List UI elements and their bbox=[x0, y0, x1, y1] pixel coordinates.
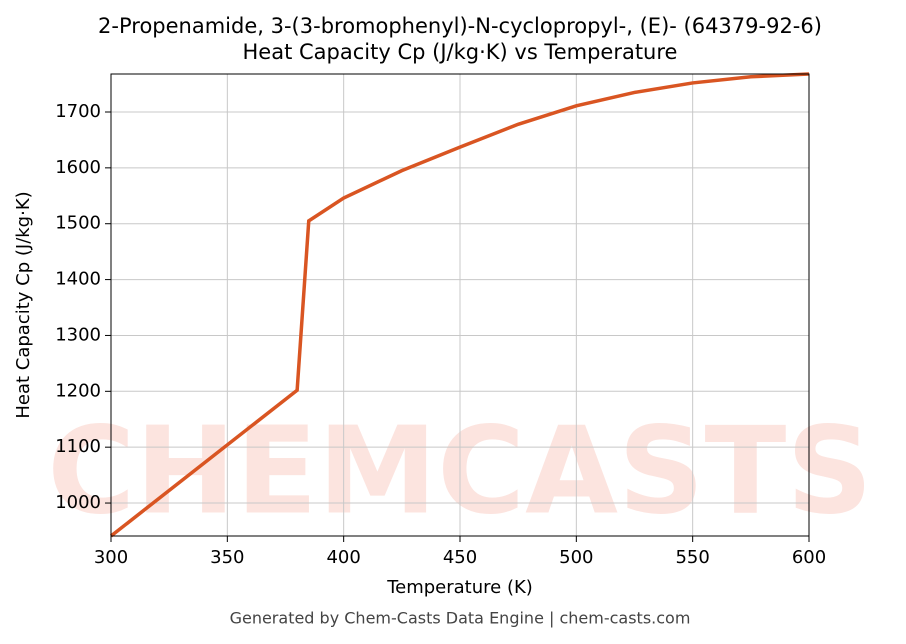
y-tick-label: 1000 bbox=[55, 492, 101, 513]
y-tick-label: 1400 bbox=[55, 269, 101, 290]
x-axis-label: Temperature (K) bbox=[386, 577, 533, 598]
x-tick-label: 500 bbox=[559, 547, 593, 568]
x-tick-label: 450 bbox=[443, 547, 477, 568]
y-tick-label: 1100 bbox=[55, 436, 101, 457]
chart-subtitle: Heat Capacity Cp (J/kg·K) vs Temperature bbox=[243, 40, 678, 64]
chart-title: 2-Propenamide, 3-(3-bromophenyl)-N-cyclo… bbox=[98, 14, 822, 38]
x-tick-label: 550 bbox=[675, 547, 709, 568]
x-tick-label: 350 bbox=[210, 547, 244, 568]
y-axis-label: Heat Capacity Cp (J/kg·K) bbox=[13, 191, 34, 418]
y-tick-label: 1200 bbox=[55, 380, 101, 401]
x-tick-label: 600 bbox=[792, 547, 826, 568]
y-tick-label: 1700 bbox=[55, 101, 101, 122]
y-tick-label: 1600 bbox=[55, 157, 101, 178]
y-tick-label: 1300 bbox=[55, 324, 101, 345]
x-tick-label: 300 bbox=[94, 547, 128, 568]
x-tick-label: 400 bbox=[326, 547, 360, 568]
plot-frame bbox=[110, 73, 810, 537]
data-line bbox=[109, 72, 810, 538]
footer: Generated by Chem-Casts Data Engine | ch… bbox=[230, 609, 691, 628]
y-tick-label: 1500 bbox=[55, 213, 101, 234]
